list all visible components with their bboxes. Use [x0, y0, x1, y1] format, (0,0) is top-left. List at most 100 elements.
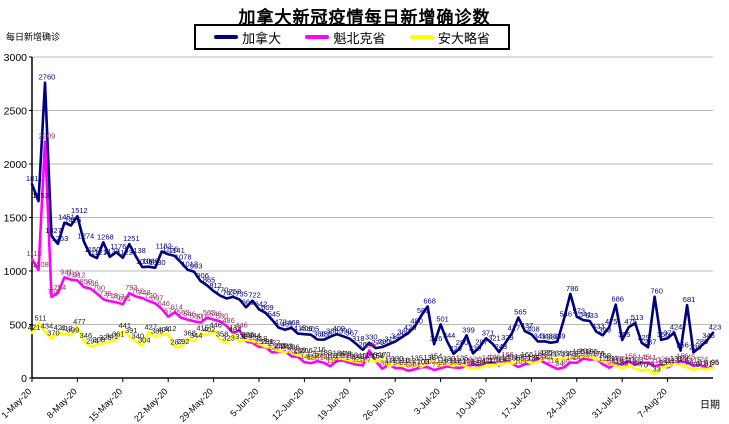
data-label-加拿大: 475	[624, 317, 637, 326]
data-label-魁北克省: 178	[592, 349, 605, 358]
y-tick-label: 2000	[4, 159, 28, 171]
data-label-魁北克省: 118	[476, 355, 488, 364]
data-label-加拿大: 287	[644, 337, 657, 346]
data-label-魁北克省: 291	[255, 337, 268, 346]
data-label-魁北克省: 126	[657, 355, 670, 364]
data-label-魁北克省: 148	[300, 352, 313, 361]
legend: 加拿大 魁北克省 安大略省	[194, 24, 510, 50]
data-label-魁北克省: 96	[607, 358, 615, 367]
data-label-安大略省: 511	[35, 313, 47, 322]
data-label-魁北克省: 96	[711, 358, 719, 367]
data-label-加拿大: 722	[248, 291, 261, 300]
x-tick-label: 22-May-20	[132, 386, 169, 423]
data-label-加拿大: 545	[268, 310, 281, 319]
x-tick-label: 8-May-20	[45, 386, 79, 420]
data-label-加拿大: 541	[579, 310, 592, 319]
data-label-加拿大: 405	[307, 325, 320, 334]
data-label-魁北克省: 111	[651, 356, 662, 365]
data-label-加拿大: 480	[410, 317, 423, 326]
data-label-安大略省: 131	[670, 354, 683, 363]
data-label-加拿大: 546	[560, 310, 573, 319]
data-label-魁北克省: 486	[222, 316, 235, 325]
data-label-安大略省: 130	[443, 354, 456, 363]
data-label-魁北克省: 156	[676, 351, 689, 360]
data-label-加拿大: 681	[683, 295, 696, 304]
data-label-加拿大: 686	[611, 295, 624, 304]
data-label-魁北克省: 138	[527, 353, 540, 362]
data-label-魁北克省: 145	[637, 352, 650, 361]
data-label-安大略省: 304	[138, 335, 151, 344]
data-label-魁北克省: 116	[495, 356, 507, 365]
data-label-加拿大: 345	[702, 331, 715, 340]
data-label-魁北克省: 123	[631, 355, 644, 364]
data-label-安大略省: 344	[248, 331, 261, 340]
data-label-加拿大: 367	[346, 329, 359, 338]
data-label-加拿大: 472	[274, 317, 287, 326]
data-label-安大略省: 243	[281, 342, 294, 351]
data-label-安大略省: 88	[471, 359, 479, 368]
legend-label-ontario: 安大略省	[437, 30, 490, 46]
x-tick-label: 17-Jul-20	[499, 386, 533, 420]
data-label-加拿大: 533	[586, 311, 599, 320]
data-label-加拿大: 786	[566, 284, 579, 293]
data-label-安大略省: 183	[547, 348, 560, 357]
data-label-魁北克省: 850	[80, 277, 93, 286]
data-label-安大略省: 119	[489, 355, 501, 364]
data-label-加拿大: 433	[592, 322, 605, 331]
legend-label-quebec: 魁北克省	[333, 30, 386, 46]
data-label-魁北克省: 530	[216, 311, 229, 320]
data-label-安大略省: 111	[482, 356, 493, 365]
data-label-魁北克省: 171	[586, 350, 599, 359]
series-line-安大略省	[30, 321, 715, 376]
data-label-加拿大: 906	[196, 271, 209, 280]
y-tick-label: 2500	[4, 106, 28, 118]
data-label-魁北克省: 141	[644, 353, 657, 362]
data-label-安大略省: 98	[685, 358, 693, 367]
data-label-安大略省: 402	[203, 325, 216, 334]
data-label-魁北克省: 691	[119, 294, 132, 303]
data-label-魁北克省: 142	[320, 353, 333, 362]
data-label-魁北克省: 117	[359, 355, 371, 364]
data-label-魁北克省: 181	[579, 349, 592, 358]
data-label-加拿大: 415	[294, 324, 307, 333]
data-label-安大略省: 76	[691, 360, 699, 369]
data-label-安大略省: 341	[106, 332, 119, 341]
data-label-安大略省: 340	[132, 332, 145, 341]
data-label-魁北克省: 836	[86, 279, 99, 288]
data-label-加拿大: 315	[384, 334, 397, 343]
data-label-加拿大: 280	[456, 338, 469, 347]
canada-line-swatch	[214, 35, 239, 39]
data-label-魁北克省: 98	[665, 358, 673, 367]
data-label-加拿大: 1251	[123, 234, 140, 243]
data-label-加拿大: 420	[404, 323, 417, 332]
data-label-安大略省: 111	[664, 356, 675, 365]
data-label-魁北克省: 84	[555, 359, 563, 368]
data-label-安大略省: 130	[391, 354, 404, 363]
data-label-魁北克省: 124	[696, 355, 709, 364]
data-label-魁北克省: 166	[501, 350, 514, 359]
data-label-魁北克省: 1008	[32, 260, 49, 269]
data-label-魁北克省: 646	[157, 299, 170, 308]
y-tick-label: 3000	[4, 52, 28, 64]
data-label-加拿大: 399	[462, 325, 475, 334]
data-label-魁北克省: 125	[352, 355, 365, 364]
data-label-加拿大: 360	[313, 329, 326, 338]
data-label-安大略省: 170	[378, 350, 391, 359]
x-tick-label: 15-May-20	[87, 386, 124, 423]
data-label-加拿大: 239	[689, 342, 702, 351]
data-label-魁北克省: 794	[54, 283, 67, 292]
data-label-安大略省: 412	[164, 324, 177, 333]
y-tick-label: 500	[9, 320, 27, 332]
data-label-安大略省: 157	[359, 351, 372, 360]
data-label-安大略省: 91	[698, 358, 706, 367]
data-label-魁北克省: 573	[164, 307, 177, 316]
data-label-加拿大: 423	[709, 323, 722, 332]
data-label-安大略省: 346	[80, 331, 93, 340]
data-label-魁北克省: 145	[566, 352, 579, 361]
data-label-安大略省: 124	[676, 355, 689, 364]
data-label-安大略省: 404	[229, 325, 242, 334]
data-label-魁北克省: 519	[196, 312, 209, 321]
data-label-魁北克省: 142	[346, 353, 359, 362]
data-label-安大略省: 116	[437, 356, 449, 365]
data-label-魁北克省: 180	[534, 349, 547, 358]
